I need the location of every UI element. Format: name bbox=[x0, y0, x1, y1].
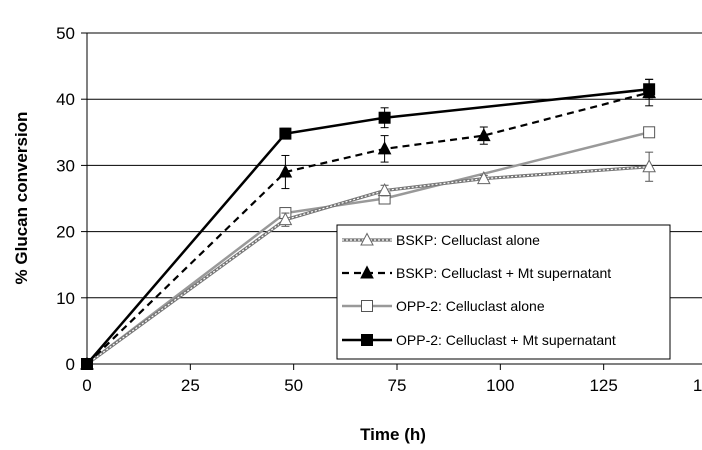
legend-item: OPP-2: Celluclast alone bbox=[342, 298, 545, 314]
y-axis-title: % Glucan conversion bbox=[12, 112, 31, 285]
legend-label: OPP-2: Celluclast + Mt supernatant bbox=[396, 332, 616, 348]
x-tick-label: 0 bbox=[82, 376, 91, 395]
series-layer bbox=[80, 78, 656, 370]
data-point bbox=[81, 358, 93, 370]
x-tick-label: 50 bbox=[284, 376, 303, 395]
legend-marker bbox=[361, 334, 373, 346]
data-point bbox=[278, 164, 293, 178]
legend-item: OPP-2: Celluclast + Mt supernatant bbox=[342, 332, 616, 348]
y-tick-label: 30 bbox=[56, 156, 75, 175]
x-tick-label: 150 bbox=[693, 376, 702, 395]
data-point bbox=[476, 171, 491, 185]
legend: BSKP: Celluclast alone BSKP: Celluclast +… bbox=[336, 224, 671, 360]
data-point bbox=[278, 212, 293, 226]
x-tick-labels: 0 25 50 75 100 125 150 bbox=[82, 376, 702, 395]
y-tick-label: 10 bbox=[56, 289, 75, 308]
y-tick-labels: 0 10 20 30 40 50 bbox=[56, 24, 75, 374]
data-point bbox=[377, 141, 392, 155]
legend-marker bbox=[360, 265, 374, 279]
legend-item: BSKP: Celluclast + Mt supernatant bbox=[342, 265, 611, 281]
legend-label: BSKP: Celluclast + Mt supernatant bbox=[396, 265, 611, 281]
legend-item: BSKP: Celluclast alone bbox=[342, 232, 540, 248]
data-point bbox=[279, 127, 292, 140]
y-tick-label: 20 bbox=[56, 223, 75, 242]
series-4 bbox=[81, 78, 656, 370]
legend-label: OPP-2: Celluclast alone bbox=[396, 298, 545, 314]
data-point bbox=[476, 128, 491, 142]
y-tick-label: 40 bbox=[56, 90, 75, 109]
x-tick-label: 75 bbox=[388, 376, 407, 395]
legend-marker bbox=[360, 232, 374, 246]
legend-label: BSKP: Celluclast alone bbox=[396, 232, 540, 248]
y-tick-label: 50 bbox=[56, 24, 75, 43]
data-point bbox=[642, 159, 656, 173]
data-point bbox=[378, 111, 391, 124]
series-line bbox=[86, 88, 650, 365]
data-point bbox=[643, 83, 656, 96]
x-tick-label: 100 bbox=[486, 376, 514, 395]
legend-marker bbox=[361, 300, 373, 312]
x-tick-label: 25 bbox=[181, 376, 200, 395]
x-axis-title: Time (h) bbox=[360, 425, 426, 444]
y-tick-label: 0 bbox=[66, 355, 75, 374]
legend-box bbox=[336, 224, 671, 360]
data-point bbox=[643, 126, 656, 139]
x-tick-label: 125 bbox=[589, 376, 617, 395]
data-point bbox=[377, 182, 392, 197]
